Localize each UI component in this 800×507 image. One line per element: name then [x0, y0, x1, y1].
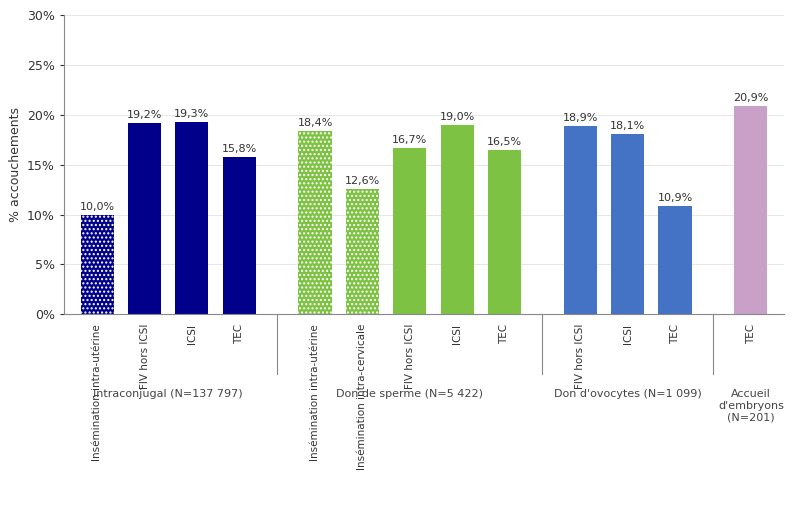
Bar — [81, 214, 114, 314]
Text: 18,4%: 18,4% — [298, 118, 333, 128]
Bar — [441, 125, 474, 314]
Bar — [298, 131, 332, 314]
Text: 10,9%: 10,9% — [658, 193, 693, 203]
Bar — [346, 189, 379, 314]
Text: 16,7%: 16,7% — [392, 135, 427, 145]
Text: 18,1%: 18,1% — [610, 121, 646, 131]
Bar — [658, 206, 692, 314]
Text: Accueil
d'embryons
(N=201): Accueil d'embryons (N=201) — [718, 389, 784, 422]
Bar — [298, 131, 332, 314]
Bar — [488, 150, 521, 314]
Bar — [611, 134, 644, 314]
Bar — [222, 157, 256, 314]
Bar — [81, 214, 114, 314]
Text: 20,9%: 20,9% — [733, 93, 769, 103]
Text: Don de sperme (N=5 422): Don de sperme (N=5 422) — [336, 389, 483, 399]
Text: 15,8%: 15,8% — [222, 144, 257, 154]
Text: Intraconjugal (N=137 797): Intraconjugal (N=137 797) — [94, 389, 243, 399]
Bar — [128, 123, 161, 314]
Bar — [346, 189, 379, 314]
Text: 16,5%: 16,5% — [487, 137, 522, 147]
Bar — [564, 126, 597, 314]
Y-axis label: % accouchements: % accouchements — [9, 107, 22, 222]
Text: 19,2%: 19,2% — [127, 110, 162, 120]
Bar — [734, 106, 767, 314]
Text: Don d'ovocytes (N=1 099): Don d'ovocytes (N=1 099) — [554, 389, 702, 399]
Text: 19,0%: 19,0% — [439, 112, 474, 122]
Text: 19,3%: 19,3% — [174, 109, 210, 119]
Text: 18,9%: 18,9% — [562, 113, 598, 123]
Bar — [394, 148, 426, 314]
Bar — [175, 122, 209, 314]
Text: 12,6%: 12,6% — [345, 176, 380, 186]
Text: 10,0%: 10,0% — [79, 202, 114, 211]
